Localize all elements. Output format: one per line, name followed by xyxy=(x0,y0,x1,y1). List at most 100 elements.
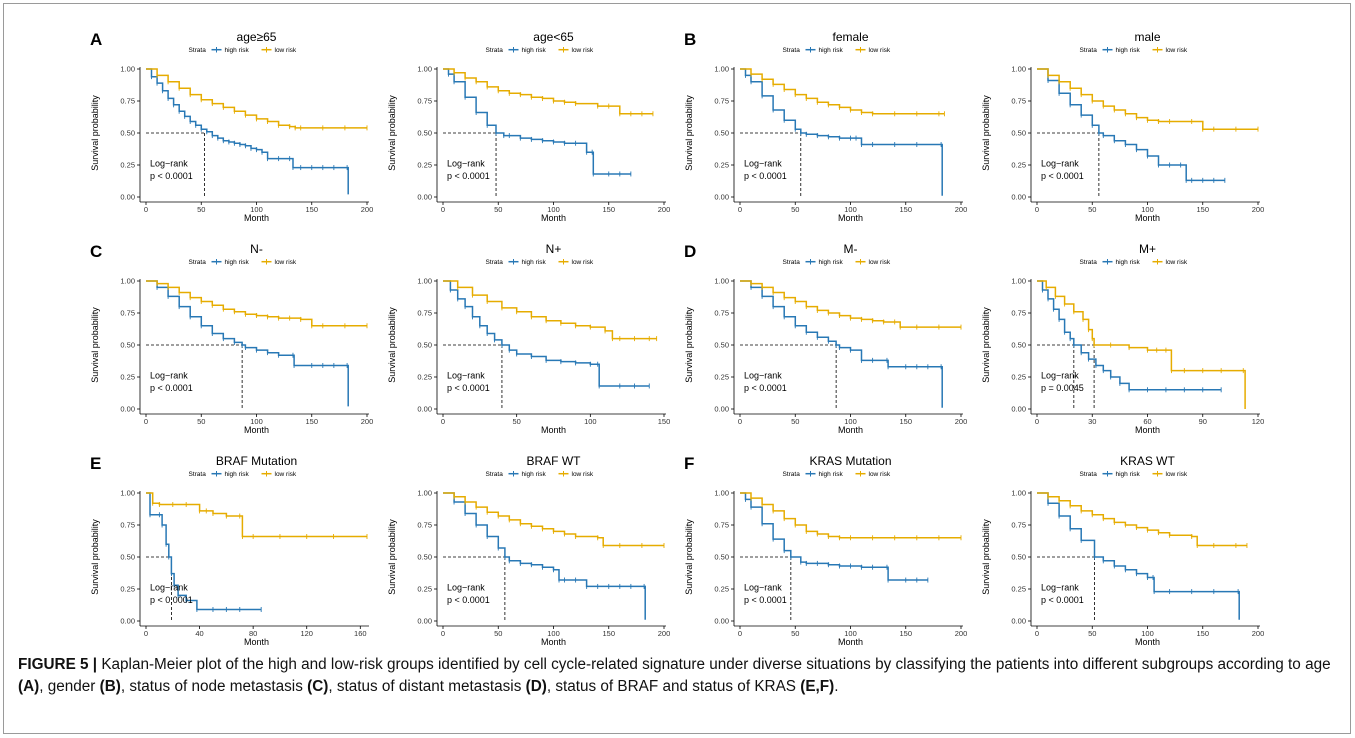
x-tick-label: 100 xyxy=(250,417,263,426)
panel-title: N+ xyxy=(546,242,562,256)
x-tick-label: 160 xyxy=(354,629,367,638)
y-tick-label: 1.00 xyxy=(714,277,729,286)
x-tick-label: 150 xyxy=(305,417,318,426)
y-tick-label: 0.50 xyxy=(714,129,729,138)
pvalue-label: p < 0.0001 xyxy=(744,383,787,393)
y-tick-label: 0.75 xyxy=(1011,521,1026,530)
panel-title: BRAF Mutation xyxy=(216,454,297,468)
logrank-label: Log−rank xyxy=(744,370,782,380)
y-axis-label: Survival probability xyxy=(90,95,100,171)
caption-part: , status of BRAF and status of KRAS xyxy=(546,678,801,695)
y-tick-label: 0.25 xyxy=(417,585,432,594)
x-tick-label: 100 xyxy=(1141,629,1154,638)
panel-title: KRAS Mutation xyxy=(809,454,891,468)
y-tick-label: 1.00 xyxy=(1011,489,1026,498)
x-tick-label: 50 xyxy=(791,417,799,426)
y-tick-label: 0.25 xyxy=(714,373,729,382)
y-axis-label: Survival probability xyxy=(684,519,694,595)
pvalue-label: p = 0.0045 xyxy=(1041,383,1084,393)
panel-title: age≥65 xyxy=(237,30,277,44)
legend-title: Strata xyxy=(486,471,504,478)
y-tick-label: 0.50 xyxy=(417,553,432,562)
km-curve-high-risk xyxy=(146,492,262,611)
legend-item-high-risk: high risk xyxy=(1116,471,1141,478)
panel-title: age<65 xyxy=(533,30,574,44)
legend-title: Strata xyxy=(189,259,207,266)
y-tick-label: 0.50 xyxy=(120,341,135,350)
y-axis-label: Survival probability xyxy=(981,519,991,595)
x-tick-label: 200 xyxy=(955,629,968,638)
y-tick-label: 0.50 xyxy=(1011,341,1026,350)
y-tick-label: 0.00 xyxy=(417,405,432,414)
legend-item-low-risk: low risk xyxy=(869,471,891,478)
caption-part: , gender xyxy=(39,678,100,695)
y-tick-label: 0.50 xyxy=(120,129,135,138)
y-tick-label: 0.25 xyxy=(714,161,729,170)
legend-item-low-risk: low risk xyxy=(572,47,594,54)
km-panel: age<65 Strata high risk low risk 0 50 100 150 20… xyxy=(387,30,670,223)
x-tick-label: 100 xyxy=(250,205,263,214)
x-tick-label: 120 xyxy=(300,629,313,638)
km-curve-low-risk xyxy=(146,492,367,538)
pvalue-label: p < 0.0001 xyxy=(1041,171,1084,181)
y-tick-label: 0.75 xyxy=(1011,309,1026,318)
panel-title: female xyxy=(832,30,868,44)
x-tick-label: 100 xyxy=(1141,205,1154,214)
legend-title: Strata xyxy=(783,259,801,266)
pvalue-label: p < 0.0001 xyxy=(447,595,490,605)
panel-title: M- xyxy=(844,242,858,256)
x-tick-label: 80 xyxy=(249,629,257,638)
legend-item-low-risk: low risk xyxy=(275,259,297,266)
pvalue-label: p < 0.0001 xyxy=(744,595,787,605)
y-tick-label: 0.75 xyxy=(714,521,729,530)
x-tick-label: 150 xyxy=(602,205,615,214)
km-panel: N+ Strata high risk low risk 0 50 100 150 0.00 0.… xyxy=(387,242,670,435)
x-tick-label: 150 xyxy=(602,629,615,638)
x-tick-label: 0 xyxy=(738,417,742,426)
y-tick-label: 0.75 xyxy=(120,521,135,530)
x-tick-label: 50 xyxy=(494,629,502,638)
y-tick-label: 1.00 xyxy=(120,65,135,74)
pvalue-label: p < 0.0001 xyxy=(447,171,490,181)
legend-item-high-risk: high risk xyxy=(522,471,547,478)
legend-item-low-risk: low risk xyxy=(869,259,891,266)
y-axis-label: Survival probability xyxy=(684,307,694,383)
x-tick-label: 120 xyxy=(1252,417,1265,426)
legend-item-high-risk: high risk xyxy=(819,259,844,266)
logrank-label: Log−rank xyxy=(744,158,782,168)
y-tick-label: 0.75 xyxy=(714,97,729,106)
km-curve-low-risk xyxy=(1037,68,1258,130)
y-axis-label: Survival probability xyxy=(90,519,100,595)
y-tick-label: 0.50 xyxy=(714,341,729,350)
legend-title: Strata xyxy=(189,471,207,478)
caption-part: (B) xyxy=(99,678,121,695)
legend-title: Strata xyxy=(1080,47,1098,54)
panel-letter: F xyxy=(684,454,694,473)
y-tick-label: 0.50 xyxy=(714,553,729,562)
km-curve-low-risk xyxy=(740,68,945,115)
panel-letter: B xyxy=(684,30,696,49)
x-tick-label: 0 xyxy=(144,205,148,214)
km-curve-high-risk xyxy=(740,280,943,408)
km-panel: male Strata high risk low risk 0 50 100 150 200 0… xyxy=(981,30,1264,223)
x-tick-label: 100 xyxy=(844,417,857,426)
x-tick-label: 100 xyxy=(547,629,560,638)
logrank-label: Log−rank xyxy=(447,158,485,168)
x-tick-label: 200 xyxy=(361,417,374,426)
y-tick-label: 1.00 xyxy=(417,277,432,286)
caption-part: Kaplan-Meier plot of the high and low-ri… xyxy=(97,656,1331,673)
y-axis-label: Survival probability xyxy=(981,307,991,383)
legend-item-low-risk: low risk xyxy=(869,47,891,54)
legend-title: Strata xyxy=(486,259,504,266)
legend-item-low-risk: low risk xyxy=(275,47,297,54)
x-axis-label: Month xyxy=(838,425,863,435)
logrank-label: Log−rank xyxy=(447,582,485,592)
pvalue-label: p < 0.0001 xyxy=(447,383,490,393)
y-tick-label: 1.00 xyxy=(1011,65,1026,74)
x-tick-label: 50 xyxy=(494,205,502,214)
x-axis-label: Month xyxy=(541,213,566,223)
y-tick-label: 0.25 xyxy=(120,161,135,170)
caption-part: (C) xyxy=(307,678,329,695)
